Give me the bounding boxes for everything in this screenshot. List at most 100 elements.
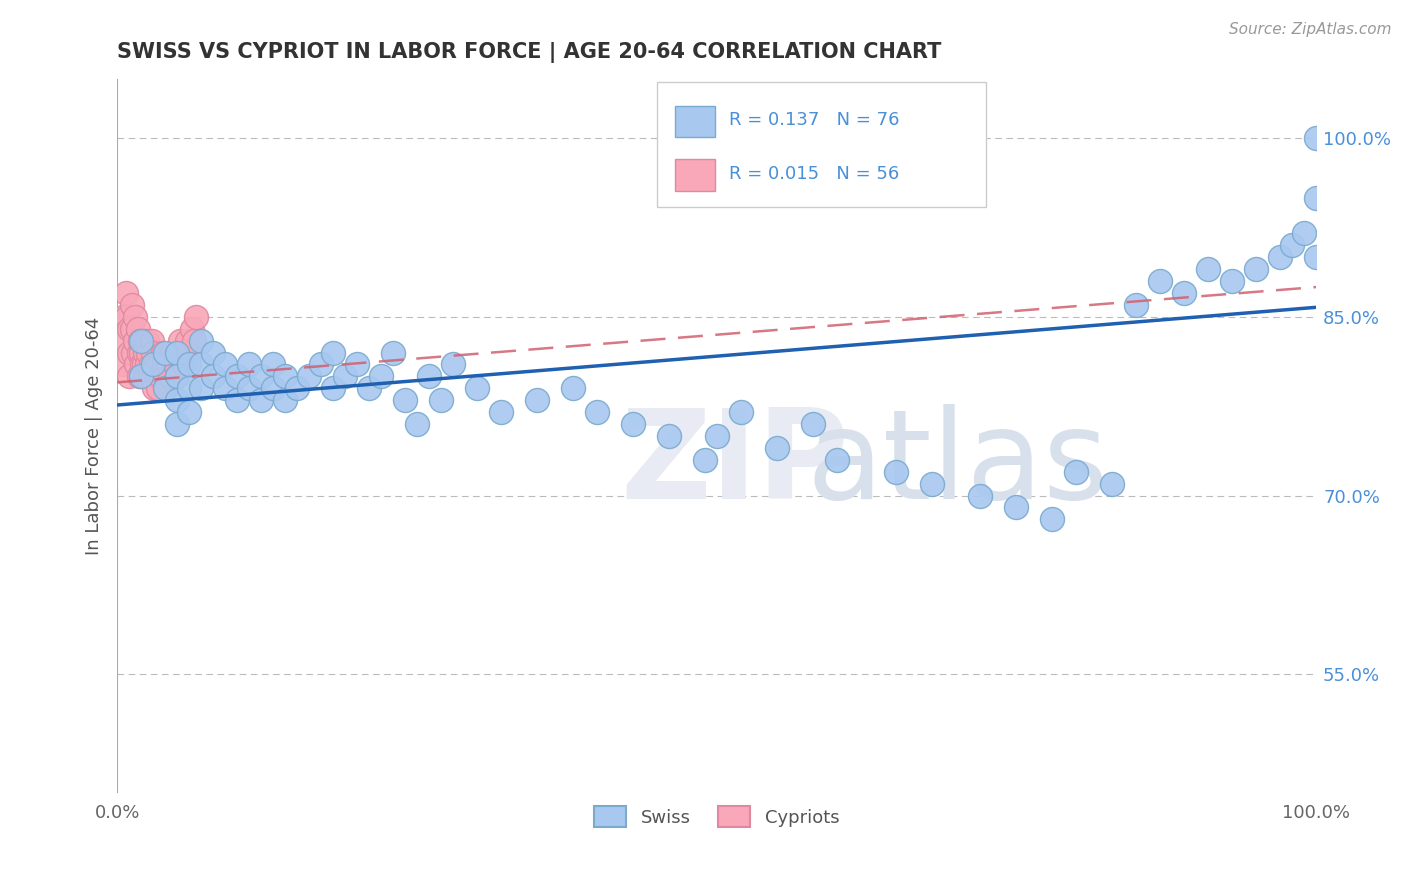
Point [114, 285, 136, 300]
Point [1125, 298, 1147, 312]
Text: R = 0.137   N = 76: R = 0.137 N = 76 [728, 111, 898, 129]
Point [179, 358, 201, 372]
Point [1197, 262, 1219, 277]
Point [121, 298, 143, 312]
Point [190, 381, 212, 395]
Point [128, 369, 150, 384]
Point [561, 381, 583, 395]
Point [346, 358, 368, 372]
Point [430, 393, 453, 408]
Point [658, 429, 681, 443]
FancyBboxPatch shape [675, 106, 716, 137]
Point [148, 358, 170, 372]
Point [166, 369, 188, 384]
Point [118, 345, 141, 359]
Point [138, 345, 160, 359]
Point [202, 369, 225, 384]
Point [274, 393, 297, 408]
Point [135, 369, 157, 384]
Point [124, 310, 146, 324]
Point [262, 358, 284, 372]
Point [202, 345, 225, 359]
Point [190, 358, 212, 372]
Point [969, 489, 991, 503]
Point [1244, 262, 1267, 277]
Point [142, 369, 165, 384]
Point [166, 393, 188, 408]
Point [124, 334, 146, 348]
Point [226, 369, 249, 384]
Point [131, 358, 153, 372]
Point [250, 393, 273, 408]
Point [112, 334, 135, 348]
Point [262, 381, 284, 395]
Point [186, 310, 208, 324]
Point [162, 345, 184, 359]
Point [145, 358, 167, 372]
Point [141, 334, 163, 348]
Point [129, 369, 152, 384]
Point [180, 322, 202, 336]
Point [153, 369, 176, 384]
Point [129, 369, 152, 384]
Legend: Swiss, Cypriots: Swiss, Cypriots [586, 799, 846, 834]
Text: ZIP: ZIP [620, 404, 849, 525]
Point [121, 322, 143, 336]
Point [173, 358, 195, 372]
Point [1040, 512, 1063, 526]
Point [115, 310, 138, 324]
Point [142, 358, 165, 372]
Point [153, 381, 176, 395]
Point [143, 381, 166, 395]
Point [1101, 476, 1123, 491]
Point [128, 345, 150, 359]
Point [112, 358, 135, 372]
Y-axis label: In Labor Force | Age 20-64: In Labor Force | Age 20-64 [86, 317, 103, 555]
Point [136, 358, 159, 372]
Point [285, 381, 308, 395]
Point [1294, 227, 1316, 241]
Point [706, 429, 728, 443]
Point [166, 417, 188, 431]
Point [183, 334, 205, 348]
Point [166, 345, 188, 359]
FancyBboxPatch shape [657, 82, 987, 207]
Point [333, 369, 356, 384]
Point [118, 322, 141, 336]
Point [134, 345, 156, 359]
Point [125, 358, 148, 372]
Point [138, 369, 160, 384]
Point [132, 334, 155, 348]
Point [1305, 191, 1327, 205]
FancyBboxPatch shape [675, 160, 716, 191]
Point [585, 405, 607, 419]
Point [250, 369, 273, 384]
Point [886, 465, 908, 479]
Point [465, 381, 488, 395]
Point [1173, 285, 1195, 300]
Point [118, 369, 141, 384]
Point [801, 417, 824, 431]
Point [526, 393, 548, 408]
Point [693, 452, 716, 467]
Point [730, 405, 752, 419]
Point [1220, 274, 1243, 288]
Point [238, 358, 260, 372]
Point [153, 358, 176, 372]
Point [166, 369, 188, 384]
Point [406, 417, 429, 431]
Point [155, 381, 177, 395]
Text: atlas: atlas [807, 404, 1109, 525]
Point [145, 369, 167, 384]
Point [179, 345, 201, 359]
Point [170, 345, 193, 359]
Point [129, 334, 152, 348]
Point [322, 345, 344, 359]
Point [370, 369, 392, 384]
Point [156, 358, 179, 372]
Point [190, 334, 212, 348]
Text: Source: ZipAtlas.com: Source: ZipAtlas.com [1229, 22, 1392, 37]
Point [132, 358, 155, 372]
Point [153, 345, 176, 359]
Point [121, 345, 143, 359]
